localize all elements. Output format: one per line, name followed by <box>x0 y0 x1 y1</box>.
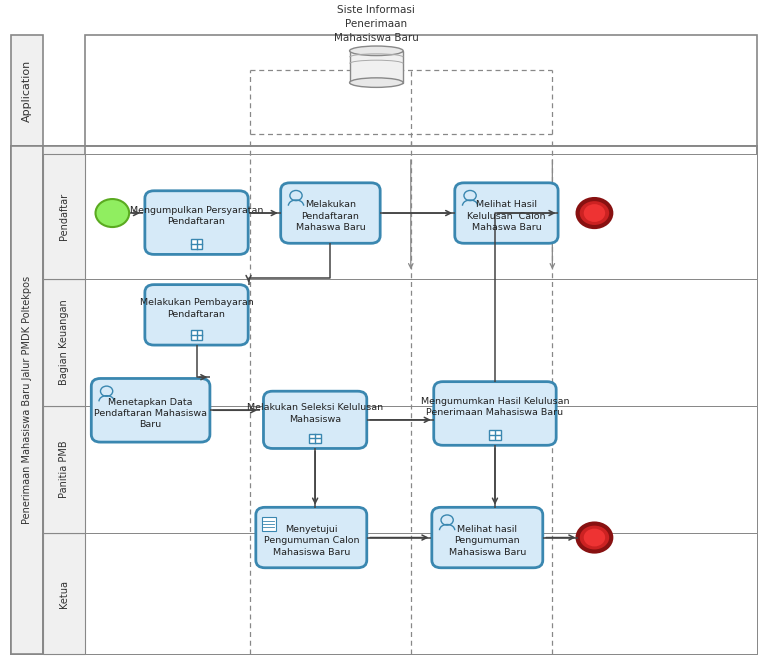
Text: Ketua: Ketua <box>59 579 69 607</box>
Bar <box>84 278 757 406</box>
Text: Penerimaan Mahasiswa Baru Jalur PMDK Poltekpos: Penerimaan Mahasiswa Baru Jalur PMDK Pol… <box>22 276 31 524</box>
Bar <box>43 278 84 406</box>
Bar <box>43 147 84 654</box>
Bar <box>84 35 757 147</box>
Text: Melakukan Seleksi Kelulusan
Mahasiswa: Melakukan Seleksi Kelulusan Mahasiswa <box>247 403 383 424</box>
Circle shape <box>578 199 611 227</box>
Text: Menyetujui
Pengumuman Calon
Mahasiswa Baru: Menyetujui Pengumuman Calon Mahasiswa Ba… <box>263 525 359 557</box>
Bar <box>11 147 43 654</box>
Bar <box>11 147 757 654</box>
Text: Mengumumkan Hasil Kelulusan
Penerimaan Mahasiswa Baru: Mengumumkan Hasil Kelulusan Penerimaan M… <box>421 397 569 417</box>
Circle shape <box>584 528 605 546</box>
Circle shape <box>584 204 605 222</box>
Text: Bagian Keuangan: Bagian Keuangan <box>59 299 69 385</box>
Circle shape <box>95 199 129 227</box>
Ellipse shape <box>349 46 403 56</box>
Text: Siste Informasi
Penerimaan
Mahasiswa Baru: Siste Informasi Penerimaan Mahasiswa Bar… <box>334 5 419 43</box>
Bar <box>84 533 757 654</box>
Ellipse shape <box>349 78 403 88</box>
Bar <box>43 406 84 533</box>
FancyBboxPatch shape <box>455 183 558 243</box>
Text: Application: Application <box>22 60 31 122</box>
Bar <box>190 330 202 339</box>
Bar <box>84 406 757 533</box>
Text: Pendaftar: Pendaftar <box>59 193 69 240</box>
Bar <box>43 154 84 278</box>
Text: Melihat hasil
Pengumuman
Mahasiswa Baru: Melihat hasil Pengumuman Mahasiswa Baru <box>449 525 526 557</box>
Bar <box>190 239 202 249</box>
Bar <box>310 434 321 443</box>
FancyBboxPatch shape <box>263 391 367 448</box>
Bar <box>43 533 84 654</box>
Text: Melakukan Pembayaran
Pendaftaran: Melakukan Pembayaran Pendaftaran <box>140 298 253 319</box>
FancyBboxPatch shape <box>262 517 276 531</box>
FancyBboxPatch shape <box>256 507 367 568</box>
FancyBboxPatch shape <box>91 379 210 442</box>
Text: Mengumpulkan Persyaratan
Pendaftaran: Mengumpulkan Persyaratan Pendaftaran <box>130 206 263 227</box>
FancyBboxPatch shape <box>434 382 556 446</box>
FancyBboxPatch shape <box>432 507 543 568</box>
Bar <box>489 430 501 440</box>
Text: Menetapkan Data
Pendaftaran Mahasiswa
Baru: Menetapkan Data Pendaftaran Mahasiswa Ba… <box>94 398 207 430</box>
FancyBboxPatch shape <box>145 191 248 255</box>
Circle shape <box>578 524 611 552</box>
Text: Panitia PMB: Panitia PMB <box>59 441 69 499</box>
Bar <box>349 51 403 83</box>
Bar <box>11 35 43 147</box>
FancyBboxPatch shape <box>145 284 248 345</box>
FancyBboxPatch shape <box>280 183 380 243</box>
Text: Melakukan
Pendaftaran
Mahaswa Baru: Melakukan Pendaftaran Mahaswa Baru <box>296 200 366 232</box>
Text: Melihat Hasil
Kelulusan  Calon
Mahaswa Baru: Melihat Hasil Kelulusan Calon Mahaswa Ba… <box>467 200 546 232</box>
Bar <box>84 154 757 278</box>
